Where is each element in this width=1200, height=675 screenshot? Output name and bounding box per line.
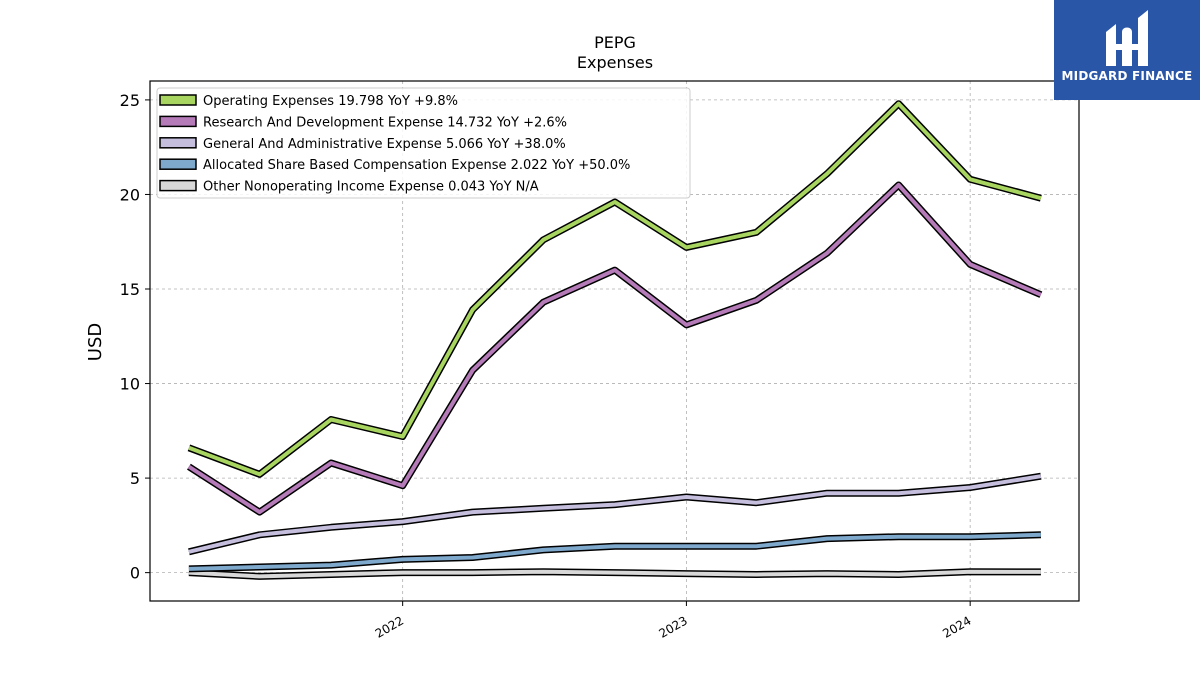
y-tick-label: 5 [130,469,140,488]
series-line [188,569,1041,579]
y-tick-label: 20 [120,185,140,204]
series-outline [188,472,1042,556]
legend-label: Operating Expenses 19.798 YoY +9.8% [203,94,458,109]
legend-label: Other Nonoperating Income Expense 0.043 … [203,180,539,195]
midgard-finance-logo: MIDGARD FINANCE [1054,0,1200,100]
series-line [188,474,1042,554]
x-tick-label: 2024 [940,613,973,640]
legend-swatch [159,158,197,170]
legend-swatch [159,94,197,106]
x-tick-label: 2023 [656,613,689,640]
chart-title: PEPG [594,33,636,52]
logo-text: MIDGARD FINANCE [1061,69,1193,83]
series-general-and-administrative-expense [188,472,1042,556]
series-line [187,183,1042,515]
plot-frame [149,80,1080,602]
series-lines [187,100,1043,580]
legend-swatch [159,137,197,149]
series-operating-expenses [187,100,1042,478]
y-tick-label: 25 [120,91,140,110]
series-research-and-development-expense [187,181,1043,516]
y-tick-label: 15 [120,280,140,299]
legend-label: Allocated Share Based Compensation Expen… [203,158,630,173]
legend-box [156,87,691,199]
x-tick-label: 2022 [373,613,406,640]
legend-swatch [159,115,197,128]
series-line [188,532,1041,571]
y-axis-label: USD [85,323,106,361]
series-other-nonoperating-income-expense [188,568,1041,580]
legend: Operating Expenses 19.798 YoY +9.8% Resea… [156,87,691,199]
y-tick-label: 0 [130,564,140,583]
x-axis-ticks: 2022 2023 2024 [373,601,974,641]
legend-swatch [159,179,197,192]
y-axis-ticks: 0 5 10 15 20 25 [120,91,150,583]
chart-subtitle: Expenses [577,53,653,72]
y-tick-label: 10 [120,375,140,394]
series-outline [187,181,1043,516]
legend-label: General And Administrative Expense 5.066… [203,137,566,152]
legend-label: Research And Development Expense 14.732 … [203,115,567,130]
midgard-logo-icon [1106,10,1148,66]
series-allocated-share-based-compensation-expense [188,531,1041,573]
series-line [188,101,1042,477]
